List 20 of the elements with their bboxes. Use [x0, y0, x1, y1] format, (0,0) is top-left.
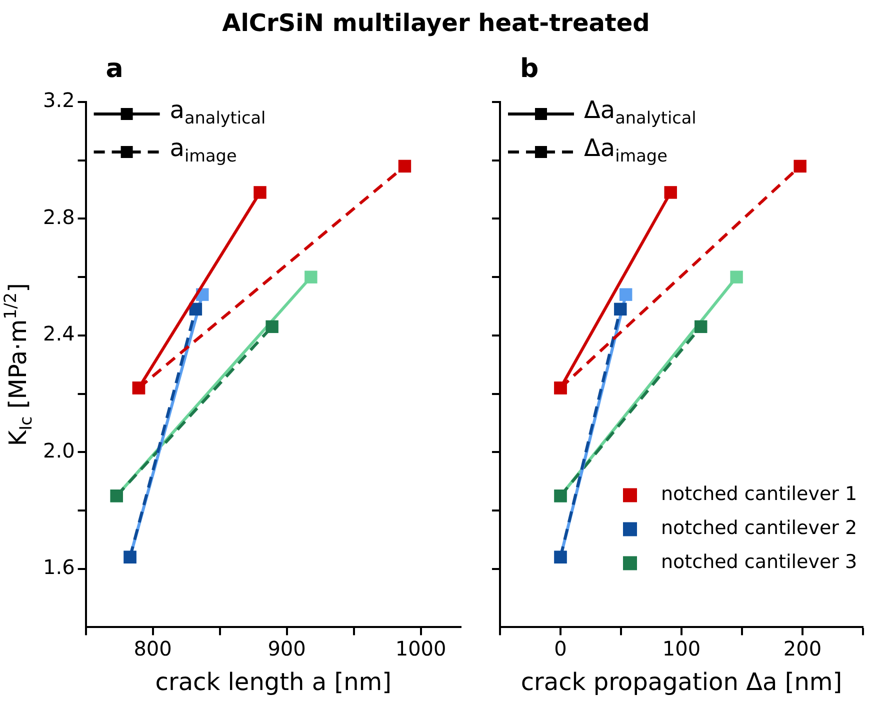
x-tick-label: 800	[134, 636, 172, 660]
x-axis-title: crack length a [nm]	[155, 668, 392, 696]
chart-subtitle: b	[520, 54, 539, 84]
x-tick-label: 200	[783, 636, 822, 660]
y-axis-title: KIc [MPa·m1/2]	[0, 283, 36, 446]
x-tick-label: 100	[662, 636, 701, 660]
x-axis-title: crack propagation Δa [nm]	[520, 668, 842, 696]
y-tick-label: 2.8	[42, 204, 75, 229]
legend-label: notched cantilever 1	[661, 483, 858, 506]
y-tick-label: 1.6	[42, 555, 75, 580]
x-tick-label: 1000	[395, 636, 446, 660]
legend-label: notched cantilever 2	[661, 517, 858, 540]
chart-title: AlCrSiN multilayer heat-treated	[221, 8, 651, 39]
x-tick-label: 900	[268, 636, 306, 660]
legend-label: notched cantilever 3	[661, 551, 858, 574]
y-tick-label: 2.4	[42, 322, 75, 346]
y-tick-label: 3.2	[42, 88, 75, 112]
chart-subtitle: a	[106, 54, 124, 84]
x-tick-label: 0	[554, 636, 567, 660]
y-tick-label: 2.0	[42, 438, 75, 462]
